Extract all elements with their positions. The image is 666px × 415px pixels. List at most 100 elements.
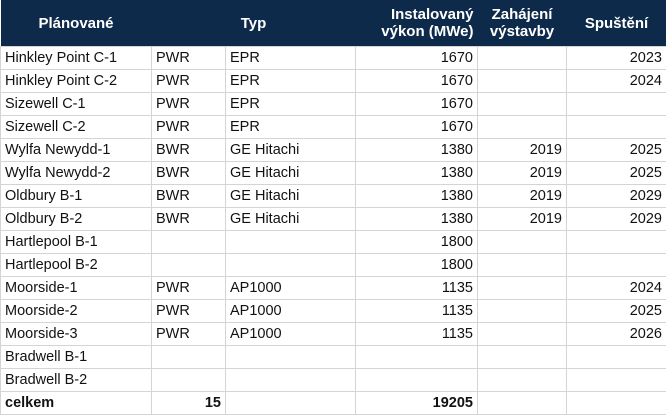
cell-name: Wylfa Newydd-1 xyxy=(1,139,152,162)
cell-start xyxy=(478,369,567,392)
header-launch: Spuštění xyxy=(567,0,666,47)
cell-model xyxy=(226,254,356,277)
cell-start xyxy=(478,47,567,70)
header-start-line2: výstavby xyxy=(490,23,554,40)
cell-type: BWR xyxy=(152,208,226,231)
cell-launch: 2023 xyxy=(567,47,666,70)
cell-name: Bradwell B-1 xyxy=(1,346,152,369)
table-row: Bradwell B-1 xyxy=(1,346,666,369)
cell-power xyxy=(356,346,478,369)
cell-start xyxy=(478,277,567,300)
cell-model: GE Hitachi xyxy=(226,185,356,208)
header-type: Typ xyxy=(152,0,356,47)
cell-name: Bradwell B-2 xyxy=(1,369,152,392)
total-empty xyxy=(478,392,567,415)
cell-name: Hartlepool B-2 xyxy=(1,254,152,277)
cell-start: 2019 xyxy=(478,185,567,208)
total-empty xyxy=(226,392,356,415)
cell-power xyxy=(356,369,478,392)
cell-model: EPR xyxy=(226,70,356,93)
cell-start: 2019 xyxy=(478,162,567,185)
cell-launch xyxy=(567,254,666,277)
cell-type xyxy=(152,231,226,254)
cell-launch: 2025 xyxy=(567,300,666,323)
header-power-line2: výkon (MWe) xyxy=(381,23,473,40)
cell-type: PWR xyxy=(152,47,226,70)
cell-model: GE Hitachi xyxy=(226,208,356,231)
cell-model: AP1000 xyxy=(226,323,356,346)
cell-name: Sizewell C-1 xyxy=(1,93,152,116)
cell-launch xyxy=(567,93,666,116)
cell-start xyxy=(478,231,567,254)
cell-type: PWR xyxy=(152,277,226,300)
cell-model: AP1000 xyxy=(226,277,356,300)
cell-model xyxy=(226,231,356,254)
cell-start xyxy=(478,116,567,139)
cell-model: GE Hitachi xyxy=(226,139,356,162)
header-planned: Plánované xyxy=(1,0,152,47)
cell-power: 1380 xyxy=(356,162,478,185)
total-count: 15 xyxy=(152,392,226,415)
cell-start xyxy=(478,346,567,369)
cell-power: 1135 xyxy=(356,323,478,346)
cell-model: EPR xyxy=(226,116,356,139)
cell-model: EPR xyxy=(226,93,356,116)
cell-type: PWR xyxy=(152,300,226,323)
cell-power: 1135 xyxy=(356,277,478,300)
cell-model: AP1000 xyxy=(226,300,356,323)
total-power: 19205 xyxy=(356,392,478,415)
cell-name: Moorside-3 xyxy=(1,323,152,346)
cell-name: Moorside-1 xyxy=(1,277,152,300)
cell-name: Sizewell C-2 xyxy=(1,116,152,139)
cell-name: Oldbury B-2 xyxy=(1,208,152,231)
cell-launch: 2024 xyxy=(567,277,666,300)
cell-name: Hinkley Point C-1 xyxy=(1,47,152,70)
cell-type xyxy=(152,346,226,369)
cell-power: 1800 xyxy=(356,254,478,277)
cell-launch: 2026 xyxy=(567,323,666,346)
cell-launch: 2025 xyxy=(567,162,666,185)
cell-power: 1380 xyxy=(356,139,478,162)
cell-power: 1135 xyxy=(356,300,478,323)
cell-type xyxy=(152,369,226,392)
cell-power: 1380 xyxy=(356,185,478,208)
cell-name: Wylfa Newydd-2 xyxy=(1,162,152,185)
cell-power: 1670 xyxy=(356,47,478,70)
cell-launch: 2024 xyxy=(567,70,666,93)
cell-name: Moorside-2 xyxy=(1,300,152,323)
cell-type: BWR xyxy=(152,185,226,208)
cell-launch xyxy=(567,346,666,369)
total-empty xyxy=(567,392,666,415)
cell-start xyxy=(478,300,567,323)
cell-power: 1380 xyxy=(356,208,478,231)
cell-start xyxy=(478,70,567,93)
cell-type: BWR xyxy=(152,139,226,162)
cell-launch xyxy=(567,116,666,139)
header-power-line1: Instalovaný xyxy=(391,6,474,23)
cell-model xyxy=(226,369,356,392)
cell-start: 2019 xyxy=(478,139,567,162)
table-row: Hartlepool B-2 1800 xyxy=(1,254,666,277)
cell-name: Oldbury B-1 xyxy=(1,185,152,208)
cell-start: 2019 xyxy=(478,208,567,231)
cell-name: Hartlepool B-1 xyxy=(1,231,152,254)
cell-type xyxy=(152,254,226,277)
cell-name: Hinkley Point C-2 xyxy=(1,70,152,93)
cell-type: PWR xyxy=(152,70,226,93)
cell-start xyxy=(478,254,567,277)
